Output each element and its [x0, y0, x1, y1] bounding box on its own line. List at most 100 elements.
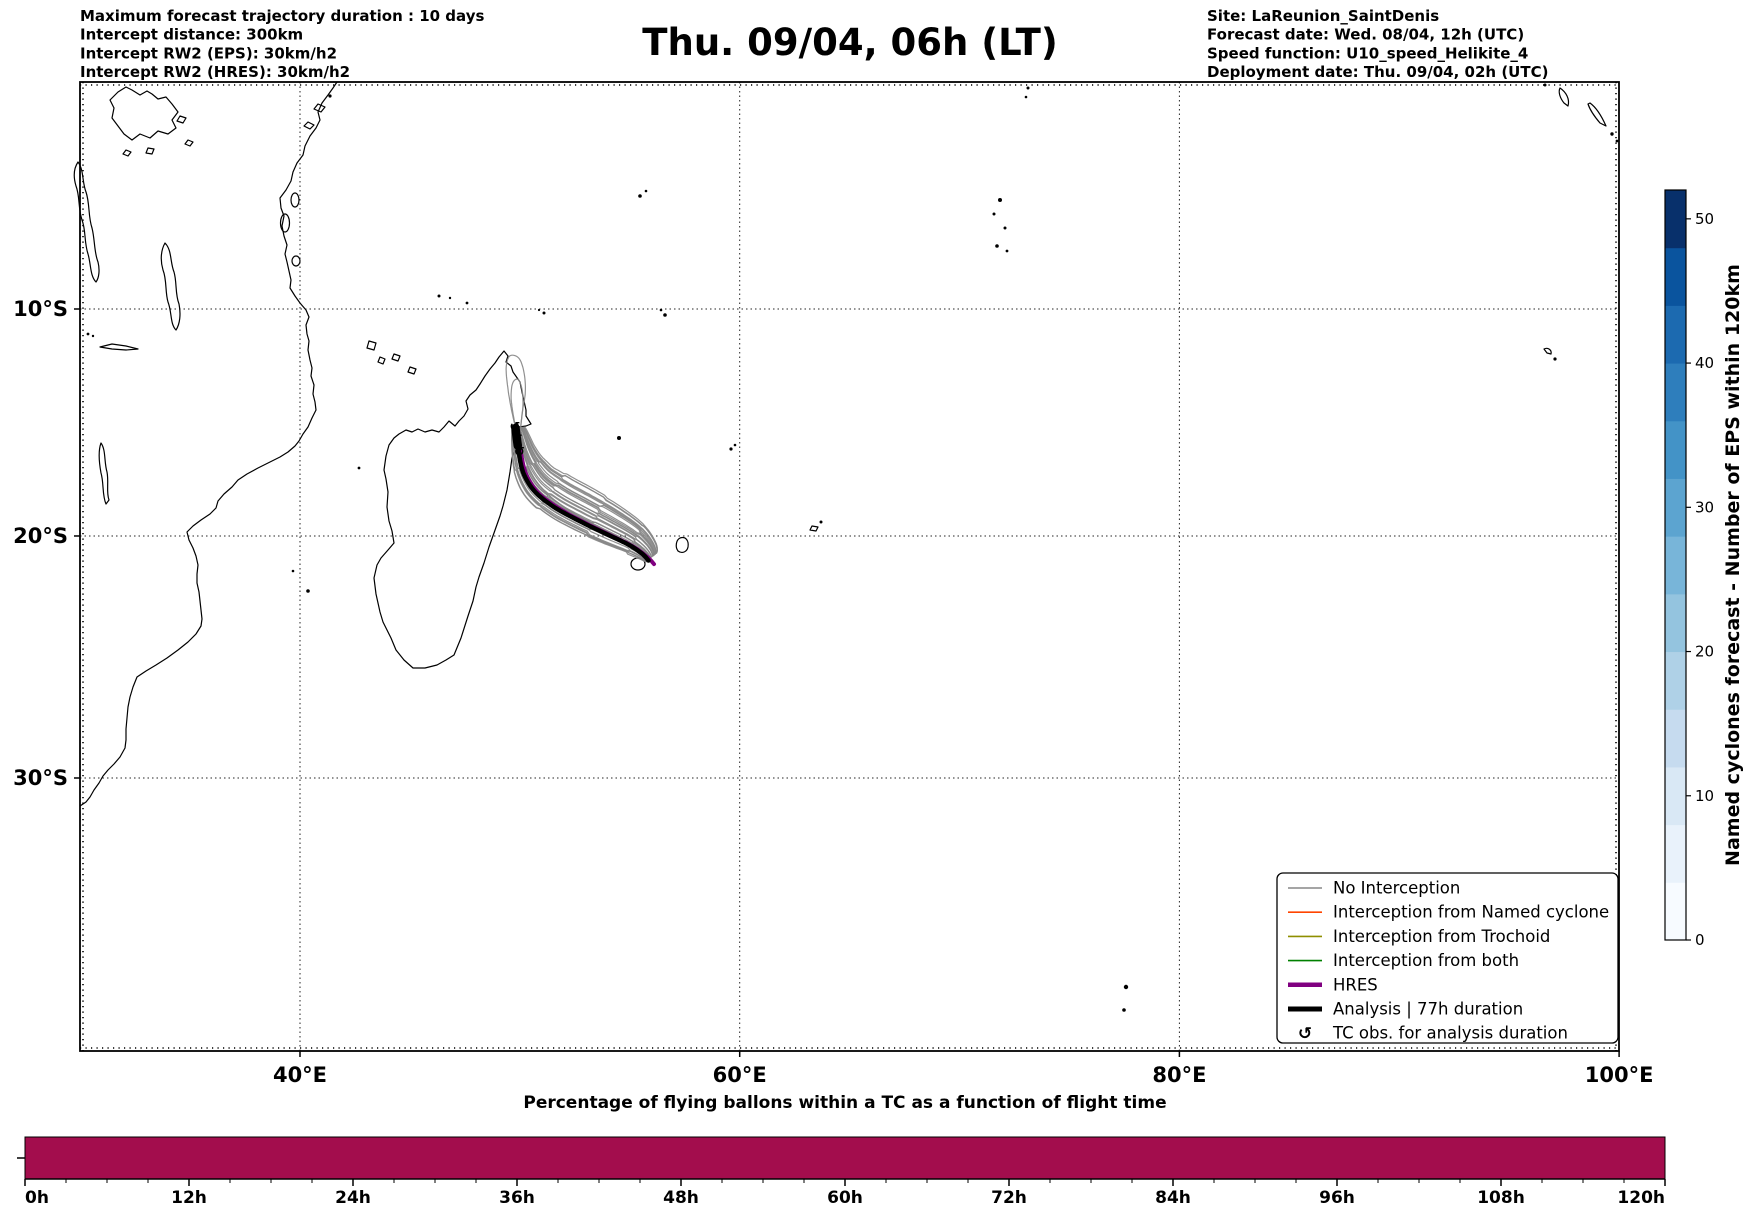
coastlines: [73, 81, 1619, 1012]
info-right-line: Forecast date: Wed. 08/04, 12h (UTC): [1207, 26, 1524, 44]
ensemble-loop-trajectory: [510, 378, 642, 555]
colorbar-segment: [1665, 651, 1686, 710]
islet-dot: [328, 94, 332, 98]
mauritius-island: [675, 536, 689, 553]
lat-tick-label: 10°S: [13, 297, 68, 321]
legend-item: Interception from both: [1288, 951, 1519, 970]
map-legend: No Interception Interception from Named c…: [1276, 872, 1619, 1045]
colorbar-segment: [1665, 305, 1686, 364]
info-left-line: Intercept RW2 (EPS): 30km/h2: [80, 44, 337, 62]
legend-item-label: Interception from Named cyclone: [1333, 903, 1609, 922]
info-right-line: Deployment date: Thu. 09/04, 02h (UTC): [1207, 63, 1548, 81]
tc-obs-legend-icon: ↺: [1298, 1024, 1312, 1044]
lake-victoria: [109, 86, 179, 141]
lon-tick-label: 40°E: [273, 1063, 327, 1087]
lamu-islets: [303, 103, 326, 130]
ensemble-trajectory: [522, 426, 657, 555]
lon-tick-label: 80°E: [1152, 1063, 1206, 1087]
colorbar-segment: [1665, 766, 1686, 826]
rodrigues-island: [809, 525, 819, 532]
colorbar-segment: [1665, 363, 1686, 422]
ensemble-trajectory: [524, 426, 659, 554]
tc-obs-marker: ↺: [510, 420, 521, 435]
bottom-tick-label: 24h: [335, 1188, 371, 1208]
colorbar-segment: [1665, 882, 1686, 941]
mafia-island: [291, 255, 301, 267]
colorbar-segment: [1665, 247, 1686, 306]
pemba-island: [290, 192, 300, 208]
bottom-chart-title: Percentage of flying ballons within a TC…: [523, 1093, 1166, 1113]
info-left-line: Maximum forecast trajectory duration : 1…: [80, 7, 484, 25]
ensemble-trajectory: [521, 426, 657, 555]
info-right-line: Site: LaReunion_SaintDenis: [1207, 7, 1439, 25]
bottom-tick-label: 84h: [1155, 1188, 1191, 1208]
legend-item: ↺ TC obs. for analysis duration: [1298, 1024, 1568, 1045]
colorbar-segment: [1665, 709, 1686, 768]
bottom-bar-chart: 0h 12h 24h 36h 48h 60h 72h 84h 96h 108h 120h: [17, 1136, 1666, 1208]
bottom-tick-label: 108h: [1477, 1188, 1525, 1208]
colorbar-tick-label: 20: [1695, 643, 1714, 661]
bottom-tick-label: 120h: [1617, 1188, 1665, 1208]
legend-item-label: HRES: [1333, 975, 1378, 994]
info-left-line: Intercept RW2 (HRES): 30km/h2: [80, 63, 350, 81]
cahora-bassa: [99, 343, 139, 351]
colorbar-tick-label: 0: [1695, 931, 1705, 949]
info-left-line: Intercept distance: 300km: [80, 26, 303, 44]
legend-item: Interception from Trochoid: [1288, 927, 1550, 946]
colorbar-frame: [1664, 189, 1687, 941]
colorbar-segment: [1665, 536, 1686, 595]
header-info: Maximum forecast trajectory duration : 1…: [80, 7, 1548, 81]
bottom-tick-label: 72h: [991, 1188, 1027, 1208]
legend-box: [1276, 872, 1619, 1044]
colorbar: 0 10 20 30 40 50: [1664, 189, 1714, 949]
comoros-islands: [366, 340, 417, 375]
legend-item-label: No Interception: [1333, 879, 1460, 898]
lon-tick-label: 60°E: [713, 1063, 767, 1087]
colorbar-tick-label: 50: [1695, 210, 1714, 228]
bottom-tick-label: 48h: [663, 1188, 699, 1208]
ensemble-trajectory: [520, 427, 655, 556]
analysis-start-blob: [511, 423, 523, 450]
lake-malawi: [160, 242, 181, 331]
zanzibar-island: [279, 213, 291, 233]
legend-item-label: Analysis | 77h duration: [1333, 1000, 1523, 1019]
eps-ensemble-lines: [505, 354, 659, 563]
analysis-trajectory: [513, 425, 651, 563]
colorbar-tick-label: 30: [1695, 498, 1714, 516]
legend-item-label: TC obs. for analysis duration: [1332, 1024, 1568, 1043]
bottom-tick-label: 60h: [827, 1188, 863, 1208]
colorbar-tick-label: 10: [1695, 787, 1714, 805]
legend-item-label: Interception from both: [1333, 951, 1519, 970]
colorbar-segment: [1665, 824, 1686, 883]
ensemble-trajectory: [521, 426, 656, 556]
ensemble-trajectory: [511, 428, 648, 563]
map-gridlines: 10°S 20°S 30°S 40°E 60°E 80°E 100°E: [13, 82, 1653, 1087]
colorbar-segment: [1665, 478, 1686, 537]
coastline-africa: [79, 81, 338, 807]
lake-victoria-islets: [122, 115, 194, 157]
colorbar-label: Named cyclones forecast - Number of EPS …: [1722, 264, 1744, 866]
map-minor-ticks: [80, 82, 1619, 1051]
colorbar-tick-label: 40: [1695, 354, 1714, 372]
colorbar-segment: [1665, 190, 1686, 249]
cocos-keeling: [1543, 347, 1552, 355]
madagascar: [373, 350, 532, 669]
inland-lake-sliver: [98, 442, 110, 505]
mentawai-islands: [1558, 87, 1607, 127]
balloon-percentage-bar: [24, 1136, 1666, 1180]
tc-obs-marker: ↺: [514, 445, 525, 460]
bottom-tick-label: 96h: [1319, 1188, 1355, 1208]
bottom-tick-label: 12h: [171, 1188, 207, 1208]
bottom-tick-label: 36h: [499, 1188, 535, 1208]
ensemble-trajectory: [517, 427, 653, 558]
colorbar-segment: [1665, 420, 1686, 479]
lat-tick-label: 20°S: [13, 524, 68, 548]
info-right-line: Speed function: U10_speed_Helikite_4: [1207, 44, 1528, 62]
islet-dot: [819, 520, 823, 524]
legend-item: No Interception: [1288, 879, 1460, 898]
legend-item: Interception from Named cyclone: [1288, 903, 1609, 922]
ensemble-trajectory: [519, 427, 654, 557]
lake-tanganyika: [73, 161, 100, 283]
